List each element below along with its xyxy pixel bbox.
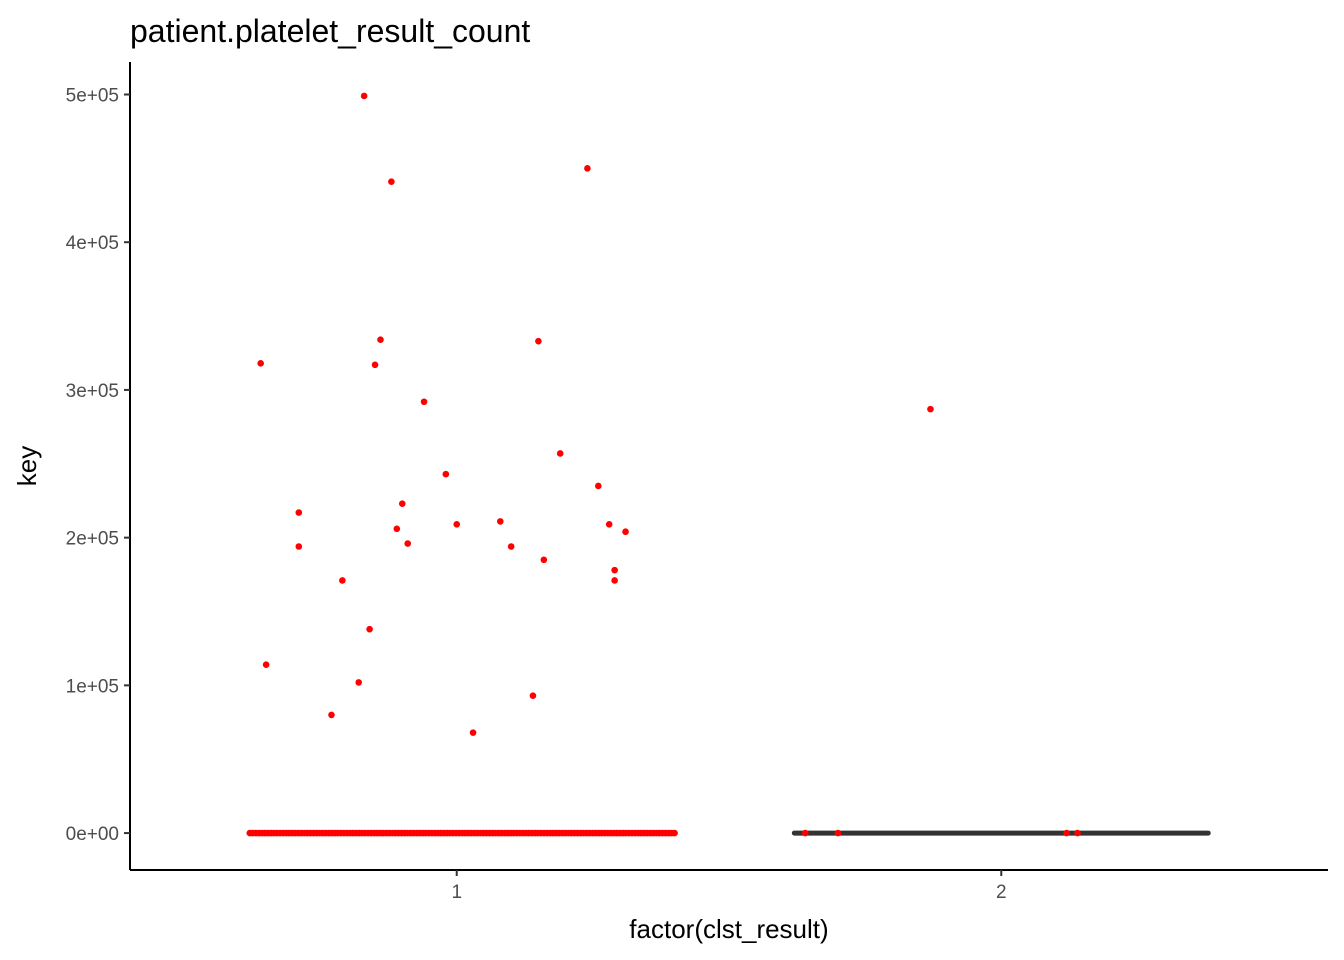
data-point	[540, 556, 548, 564]
y-tick-label: 4e+05	[66, 233, 119, 254]
data-point	[1063, 829, 1070, 837]
data-point	[927, 405, 934, 413]
data-point	[529, 692, 537, 699]
data-point	[328, 711, 335, 719]
y-tick-label: 5e+05	[66, 85, 119, 106]
data-point	[371, 361, 379, 369]
data-point	[584, 165, 591, 172]
plot-area	[246, 92, 1211, 837]
data-point	[393, 525, 401, 533]
data-point	[834, 829, 842, 837]
data-point	[257, 360, 264, 367]
data-point	[453, 521, 461, 528]
x-axis-title: factor(clst_result)	[629, 914, 828, 944]
data-point	[1074, 829, 1081, 837]
chart-title: patient.platelet_result_count	[130, 13, 530, 49]
y-tick-label: 1e+05	[66, 676, 119, 697]
data-point	[295, 543, 303, 550]
data-point	[404, 540, 412, 547]
data-point	[388, 178, 395, 185]
data-point	[622, 528, 629, 536]
data-point	[366, 625, 373, 633]
data-point	[605, 521, 613, 528]
data-point	[595, 482, 602, 490]
y-axis-title: key	[12, 446, 42, 486]
data-point	[801, 829, 809, 837]
data-point	[360, 92, 368, 100]
data-point	[355, 679, 363, 686]
data-point	[442, 470, 450, 478]
data-point	[611, 577, 618, 584]
y-tick-label: 0e+00	[66, 824, 119, 845]
y-tick-label: 3e+05	[66, 381, 119, 402]
data-point	[671, 829, 678, 837]
data-point	[295, 509, 303, 516]
data-point	[556, 450, 564, 457]
data-point	[611, 566, 618, 574]
y-axis-ticks: 0e+00 1e+05 2e+05 3e+05 4e+05 5e+05	[66, 85, 130, 845]
data-point	[398, 500, 406, 507]
data-point	[496, 518, 504, 525]
data-point	[339, 577, 346, 584]
y-tick-label: 2e+05	[66, 529, 119, 550]
x-tick-label: 1	[451, 882, 462, 903]
data-point	[535, 337, 542, 345]
data-point	[262, 661, 270, 668]
data-point	[420, 398, 428, 406]
x-tick-label: 2	[996, 882, 1007, 903]
data-point	[377, 336, 384, 344]
data-point	[469, 729, 477, 736]
data-point	[507, 543, 515, 550]
